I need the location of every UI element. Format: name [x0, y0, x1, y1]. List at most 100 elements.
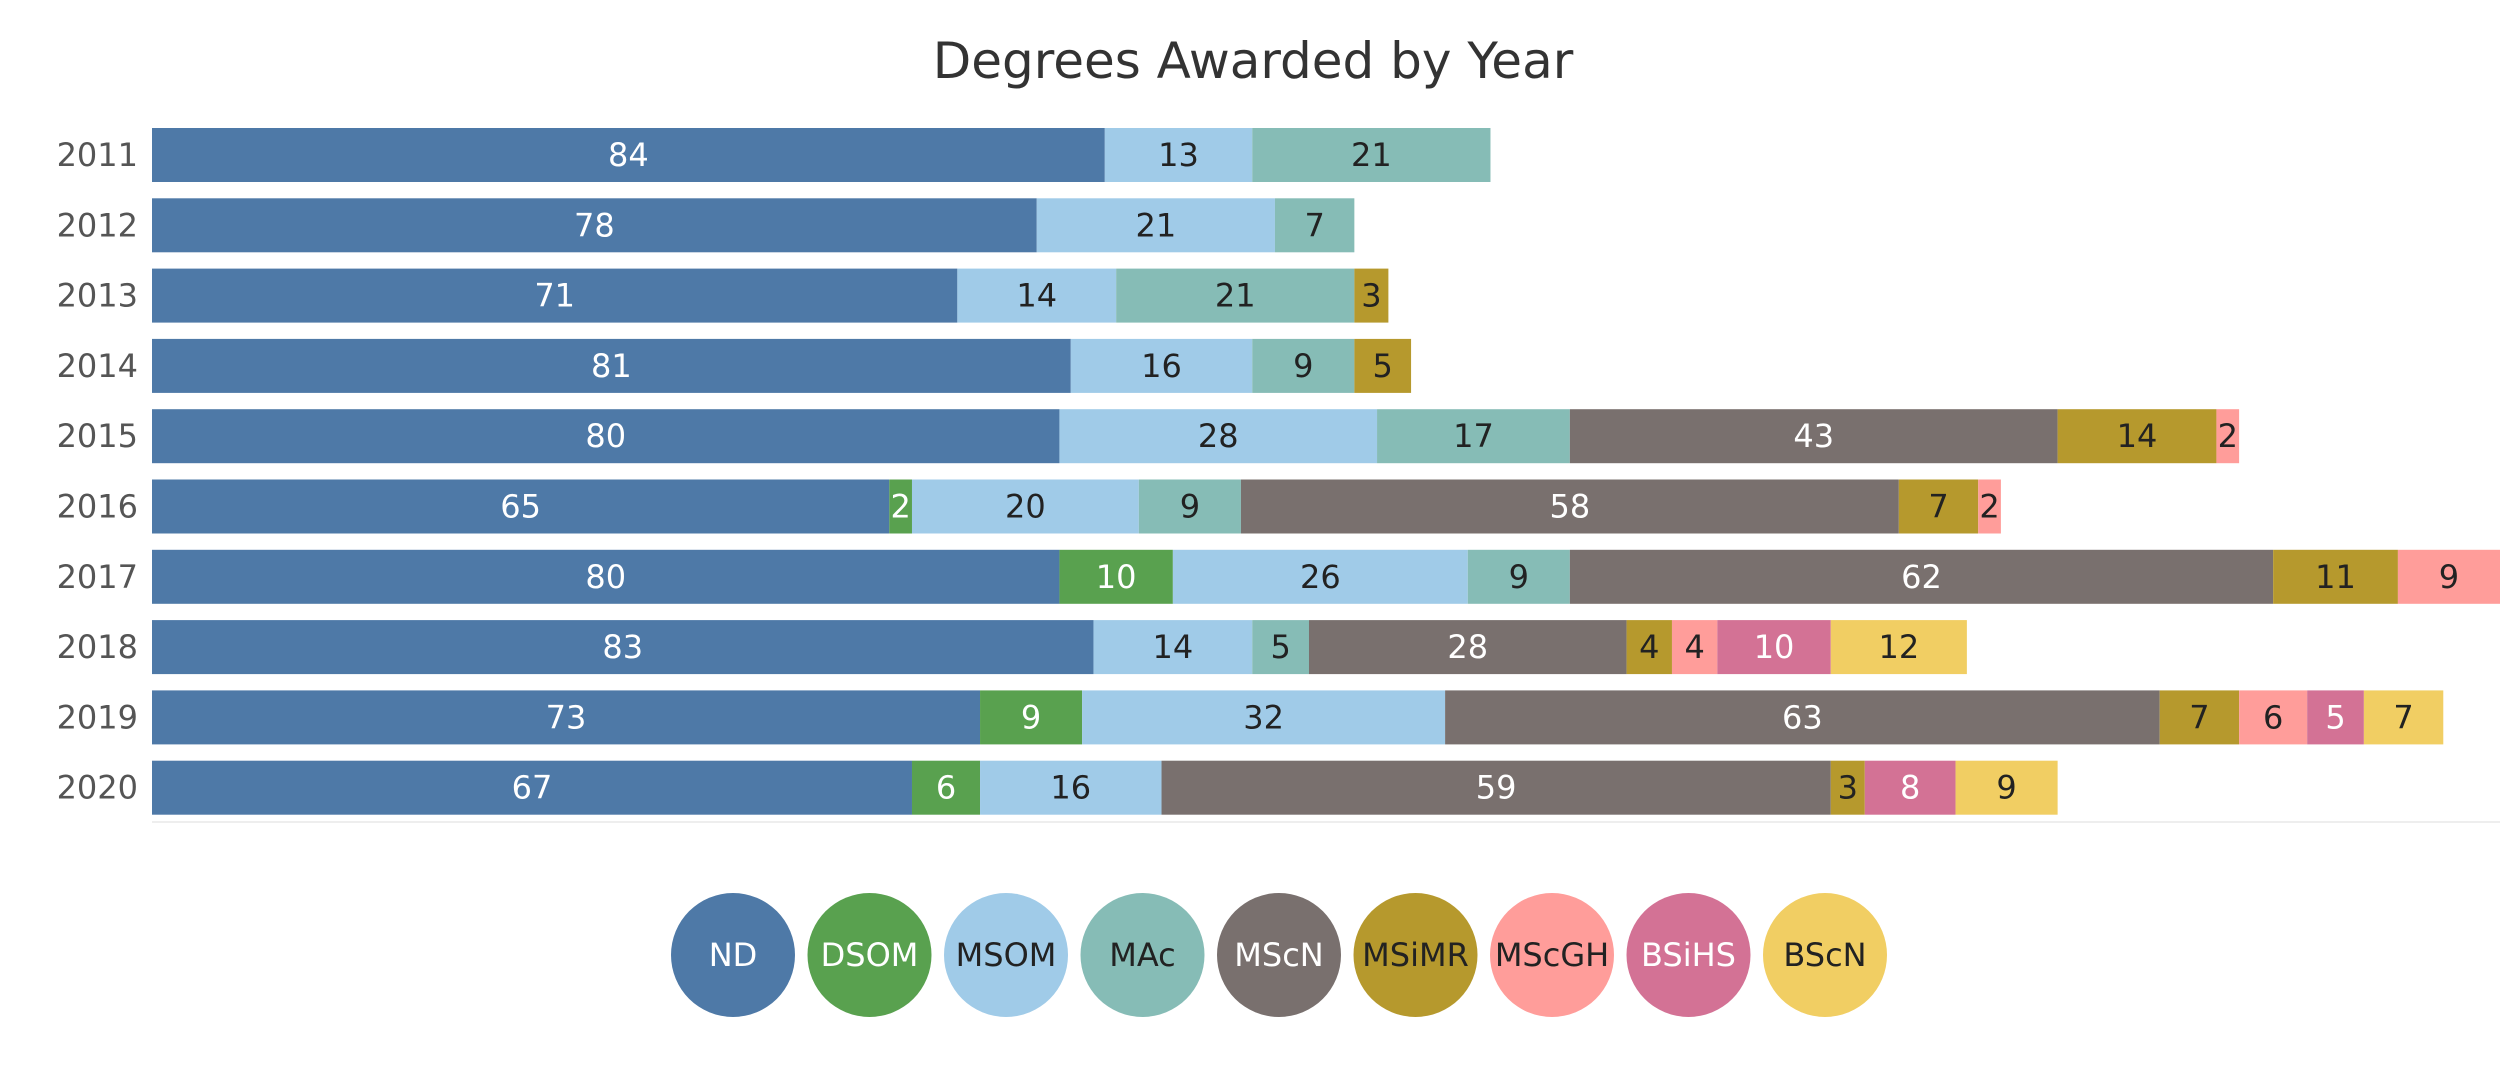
- y-tick-label-2019: 2019: [57, 698, 138, 736]
- bar-segment-nd-2017: [152, 549, 1060, 604]
- bar-segment-msom-2018: [1093, 620, 1253, 675]
- bar-segment-dsom-2020: [911, 760, 981, 815]
- bar-segment-msom-2011: [1104, 128, 1253, 182]
- bar-segment-msimr-2020: [1830, 760, 1865, 815]
- bar-label-msimr-2013: 3: [1361, 277, 1381, 315]
- bar-segment-mscn-2017: [1569, 549, 2274, 604]
- bar-label-msimr-2014: 5: [1373, 347, 1393, 385]
- legend: ND DSOM MSOM MAc MScN MSiMR MScGH BSiHS BScN: [671, 893, 1887, 1017]
- chart-title: Degrees Awarded by Year: [933, 32, 1574, 90]
- bar-segment-dsom-2017: [1059, 549, 1173, 604]
- bar-segment-nd-2020: [152, 760, 912, 815]
- bar-segment-mscn-2020: [1161, 760, 1831, 815]
- bar-segment-msimr-2013: [1354, 268, 1389, 323]
- legend-label-mscn: MScN: [1234, 936, 1323, 974]
- bar-segment-bsihs-2020: [1864, 760, 1956, 815]
- bar-label-bscn-2018: 12: [1878, 628, 1919, 666]
- bar-label-msom-2014: 16: [1141, 347, 1182, 385]
- bar-label-msimr-2018: 4: [1639, 628, 1659, 666]
- y-tick-label-2011: 2011: [57, 136, 138, 174]
- legend-label-bsihs: BSiHS: [1641, 936, 1736, 974]
- y-tick-label-2017: 2017: [57, 558, 138, 596]
- bar-segment-msom-2012: [1036, 198, 1275, 253]
- bar-label-bsihs-2020: 8: [1900, 769, 1920, 807]
- bar-segment-nd-2011: [152, 128, 1105, 182]
- bar-segment-bsihs-2019: [2307, 690, 2364, 745]
- y-axis-tick-labels: 2011 2012 2013 2014 2015 2016 2017 2018 2019 2020: [57, 136, 138, 807]
- bar-segment-mac-2014: [1252, 338, 1355, 393]
- bar-segment-mscgh-2019: [2239, 690, 2308, 745]
- bar-segment-bscn-2019: [2363, 690, 2444, 745]
- bar-segment-mac-2011: [1252, 128, 1491, 182]
- bar-label-msimr-2019: 7: [2189, 698, 2209, 736]
- bar-label-nd-2011: 84: [608, 136, 649, 174]
- bar-label-nd-2013: 71: [534, 277, 575, 315]
- bar-label-bsihs-2019: 5: [2325, 698, 2345, 736]
- legend-label-bscn: BScN: [1783, 936, 1866, 974]
- bar-segment-nd-2015: [152, 409, 1060, 464]
- bar-segment-bsihs-2018: [1717, 620, 1831, 675]
- legend-swatch-msimr: [1353, 893, 1478, 1017]
- bar-label-msimr-2020: 3: [1838, 769, 1858, 807]
- bar-label-mscgh-2016: 2: [1979, 488, 1999, 526]
- bar-label-msimr-2017: 11: [2315, 558, 2356, 596]
- bar-label-nd-2020: 67: [512, 769, 553, 807]
- y-tick-label-2015: 2015: [57, 417, 138, 455]
- bar-segment-msimr-2019: [2159, 690, 2240, 745]
- bar-label-msimr-2016: 7: [1928, 488, 1948, 526]
- bar-segment-msom-2020: [980, 760, 1162, 815]
- bar-label-nd-2017: 80: [585, 558, 626, 596]
- legend-swatch-msom: [944, 893, 1068, 1017]
- bar-segment-msom-2014: [1070, 338, 1253, 393]
- bar-segment-nd-2018: [152, 620, 1094, 675]
- bar-label-bscn-2019: 7: [2393, 698, 2413, 736]
- legend-swatch-dsom: [807, 893, 932, 1017]
- bar-segment-nd-2014: [152, 338, 1071, 393]
- bar-segment-nd-2013: [152, 268, 958, 323]
- bar-label-mscn-2019: 63: [1782, 698, 1823, 736]
- bar-label-mscn-2017: 62: [1901, 558, 1942, 596]
- bar-label-mscgh-2017: 9: [2439, 558, 2459, 596]
- bar-label-msom-2016: 20: [1005, 488, 1046, 526]
- bar-segment-msimr-2018: [1626, 620, 1672, 675]
- bar-label-bscn-2020: 9: [1996, 769, 2016, 807]
- legend-label-dsom: DSOM: [821, 936, 919, 974]
- legend-swatch-mscgh: [1490, 893, 1614, 1017]
- bar-label-mac-2016: 9: [1180, 488, 1200, 526]
- bar-label-nd-2012: 78: [574, 206, 615, 244]
- bar-segment-mscgh-2015: [2216, 409, 2240, 464]
- bar-segment-mac-2016: [1138, 479, 1241, 534]
- bar-label-msom-2013: 14: [1016, 277, 1057, 315]
- bar-segment-msimr-2015: [2057, 409, 2217, 464]
- bar-label-nd-2019: 73: [546, 698, 587, 736]
- bar-label-mac-2017: 9: [1509, 558, 1529, 596]
- bar-segment-dsom-2019: [980, 690, 1083, 745]
- bar-label-msom-2011: 13: [1158, 136, 1199, 174]
- legend-swatch-bsihs: [1626, 893, 1751, 1017]
- legend-swatch-nd: [671, 893, 795, 1017]
- bar-segment-mscn-2019: [1445, 690, 2160, 745]
- bar-label-msom-2018: 14: [1153, 628, 1194, 666]
- legend-label-mscgh: MScGH: [1495, 936, 1609, 974]
- bar-label-nd-2014: 81: [591, 347, 632, 385]
- bar-label-bsihs-2018: 10: [1754, 628, 1795, 666]
- bar-segment-msimr-2017: [2273, 549, 2398, 604]
- legend-label-mac: MAc: [1109, 936, 1176, 974]
- bar-label-mscn-2018: 28: [1447, 628, 1488, 666]
- bar-segment-mscgh-2017: [2397, 549, 2500, 604]
- bar-segment-nd-2019: [152, 690, 981, 745]
- bar-segment-msom-2013: [957, 268, 1117, 323]
- bar-label-msom-2020: 16: [1050, 769, 1091, 807]
- bar-segment-mac-2018: [1252, 620, 1309, 675]
- bar-segment-msimr-2014: [1354, 338, 1412, 393]
- y-tick-label-2016: 2016: [57, 488, 138, 526]
- bar-segment-mscn-2015: [1569, 409, 2058, 464]
- bar-label-mscgh-2018: 4: [1684, 628, 1704, 666]
- bar-label-mscn-2016: 58: [1550, 488, 1591, 526]
- bar-segment-nd-2016: [152, 479, 890, 534]
- bar-label-nd-2015: 80: [585, 417, 626, 455]
- bar-segment-msimr-2016: [1898, 479, 1979, 534]
- bar-label-mac-2013: 21: [1215, 277, 1256, 315]
- y-tick-label-2018: 2018: [57, 628, 138, 666]
